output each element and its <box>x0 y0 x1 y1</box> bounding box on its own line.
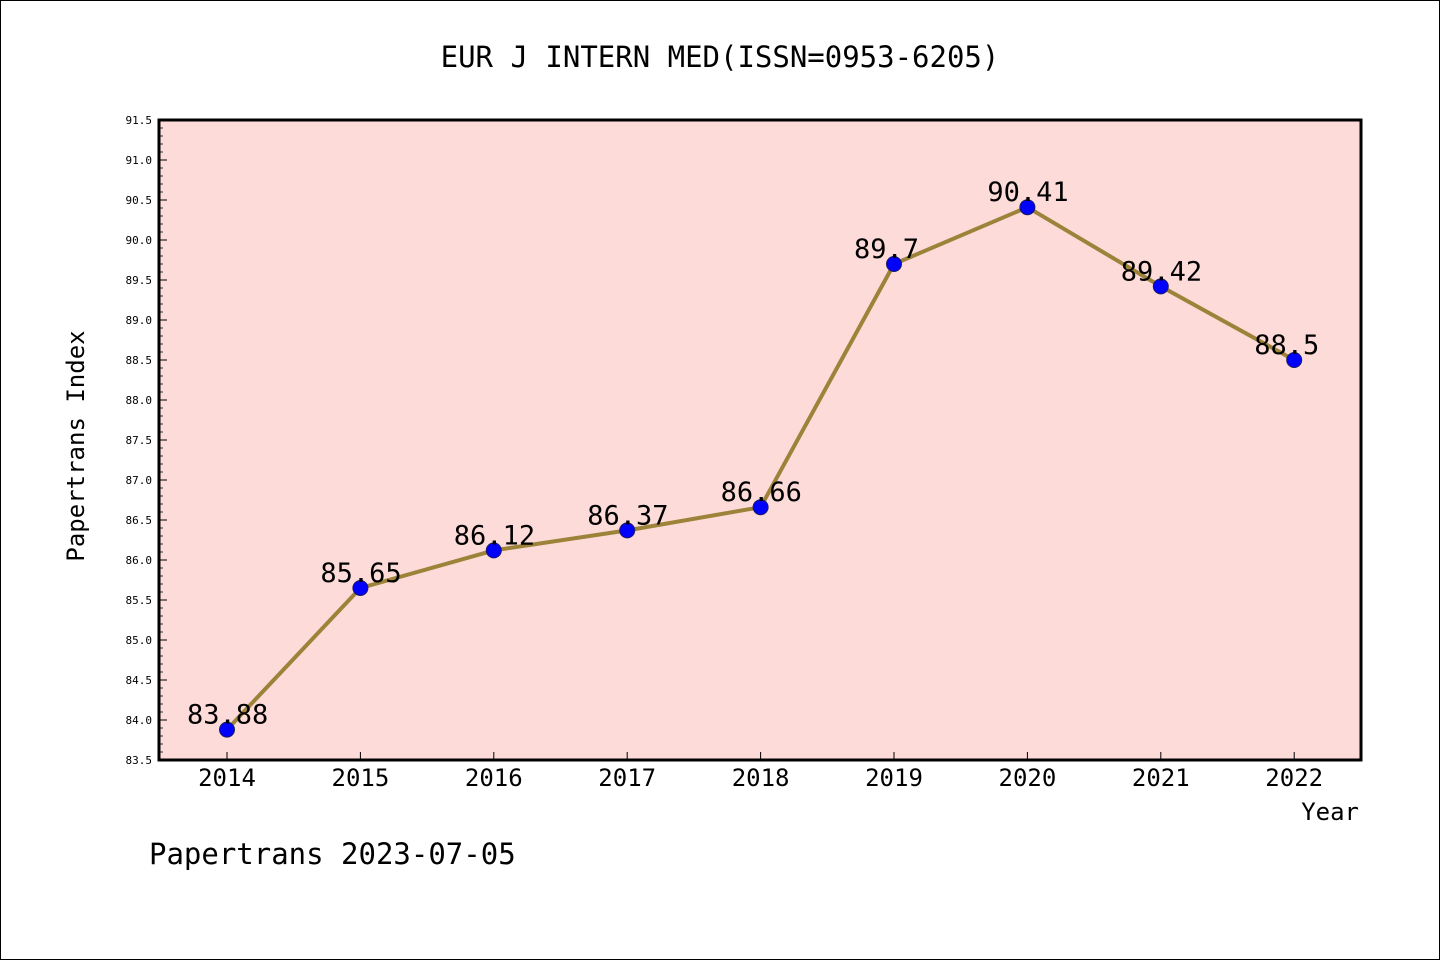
x-tick-label: 2015 <box>332 764 390 792</box>
data-point <box>886 256 902 272</box>
y-axis: 83.5 84.0 84.5 85.0 85.5 86.0 86.5 87.0 87.5 88.0… <box>126 114 167 767</box>
data-label: 85.65 <box>320 558 401 589</box>
y-tick-label: 84.0 <box>126 714 153 727</box>
data-label: 86.37 <box>587 500 668 531</box>
data-label: 89.42 <box>1121 256 1202 287</box>
y-tick-label: 89.5 <box>126 274 153 287</box>
x-tick-label: 2017 <box>598 764 656 792</box>
y-tick-label: 91.0 <box>126 154 153 167</box>
data-point <box>485 542 502 559</box>
x-axis-title: Year <box>1301 798 1359 826</box>
data-label: 83.88 <box>187 700 268 731</box>
data-label: 90.41 <box>987 177 1068 208</box>
x-tick-label: 2019 <box>865 764 923 792</box>
y-tick-label: 88.5 <box>126 354 153 367</box>
data-point <box>219 721 235 738</box>
data-labels: 83.88 85.65 86.12 86.37 86.66 89.7 90.41 89.42 8… <box>187 177 1319 730</box>
data-point <box>352 580 369 596</box>
x-tick-label: 2020 <box>999 764 1057 792</box>
data-points <box>219 199 1303 738</box>
data-point <box>1152 278 1169 295</box>
footer-text: Papertrans 2023-07-05 <box>149 837 516 871</box>
y-tick-label: 85.0 <box>126 634 153 647</box>
y-tick-label: 83.5 <box>126 754 153 767</box>
data-point <box>619 522 636 539</box>
data-label: 89.7 <box>854 234 919 265</box>
data-label: 88.5 <box>1254 330 1319 361</box>
y-tick-label: 91.5 <box>126 114 153 127</box>
plot-area <box>159 120 1361 760</box>
x-tick-label: 2014 <box>198 764 256 792</box>
y-tick-label: 86.5 <box>126 514 153 527</box>
y-tick-label: 89.0 <box>126 314 153 327</box>
data-point <box>1019 199 1036 216</box>
x-tick-label: 2018 <box>732 764 790 792</box>
chart-title: EUR J INTERN MED(ISSN=0953-6205) <box>441 40 1000 74</box>
x-tick-label: 2021 <box>1132 764 1190 792</box>
y-tick-label: 87.0 <box>126 474 153 487</box>
data-point <box>1286 352 1303 368</box>
y-tick-label: 86.0 <box>126 554 153 567</box>
y-tick-label: 85.5 <box>126 594 153 607</box>
x-axis: 2014 2015 2016 2017 2018 2019 2020 2021 2022 <box>198 752 1323 792</box>
y-axis-title: Papertrans Index <box>62 330 90 561</box>
plot-border <box>157 118 1363 762</box>
data-label: 86.66 <box>721 477 802 508</box>
y-tick-label: 88.0 <box>126 394 153 407</box>
data-label: 86.12 <box>454 520 535 551</box>
y-tick-label: 90.5 <box>126 194 153 207</box>
data-point <box>752 499 769 516</box>
x-tick-label: 2022 <box>1265 764 1323 792</box>
y-tick-label: 90.0 <box>126 234 153 247</box>
x-tick-label: 2016 <box>465 764 523 792</box>
y-tick-label: 84.5 <box>126 674 153 687</box>
y-tick-label: 87.5 <box>126 434 153 447</box>
